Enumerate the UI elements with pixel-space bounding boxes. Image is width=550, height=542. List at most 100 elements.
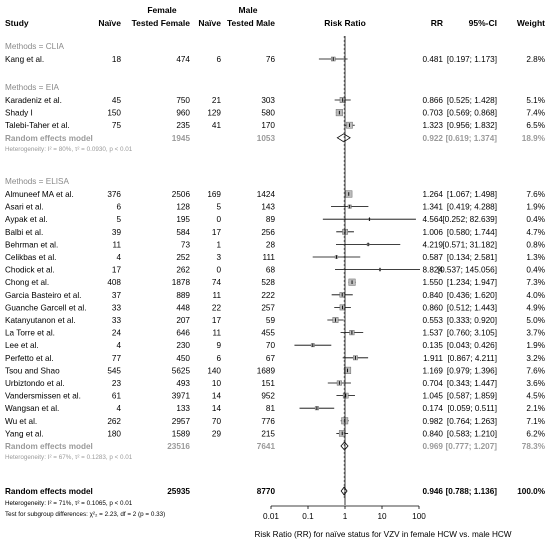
weight-value: 0.4%	[526, 266, 545, 275]
ci-value: [0.867; 4.211]	[448, 354, 497, 363]
weight-value: 4.7%	[526, 228, 545, 237]
naive-female-value: 11	[113, 240, 122, 249]
naive-male-value: 169	[207, 190, 221, 199]
x-axis-label: Risk Ratio (RR) for naïve status for VZV…	[254, 530, 511, 539]
naive-female-value: 4	[116, 404, 121, 413]
naive-male-value: 17	[212, 228, 222, 237]
ci-value: [0.580; 1.744]	[447, 228, 497, 237]
ci-value: [0.525; 1.428]	[447, 96, 497, 105]
weight-value: 2.8%	[526, 55, 545, 64]
tested-female-value: 889	[176, 291, 190, 300]
ci-value: [0.252; 82.639]	[442, 215, 497, 224]
study-name: Behrman et al.	[5, 240, 58, 249]
ci-value: [0.512; 1.443]	[447, 303, 497, 312]
study-name: La Torre et al.	[5, 329, 55, 338]
x-tick-label: 1	[343, 512, 348, 521]
weight-value: 7.1%	[526, 417, 545, 426]
x-tick-label: 100	[412, 512, 426, 521]
tested-male-value: 256	[261, 228, 275, 237]
tested-male-value: 257	[261, 303, 275, 312]
tested-male-value: 143	[261, 203, 275, 212]
ci-value: [0.333; 0.920]	[447, 316, 497, 325]
rr-value: 1.006	[423, 228, 444, 237]
naive-male-value: 11	[213, 291, 222, 300]
summary-rr: 0.969	[423, 442, 444, 451]
rr-value: 1.045	[423, 392, 444, 401]
weight-value: 0.8%	[526, 240, 545, 249]
naive-female-header: Naïve	[98, 18, 121, 28]
naive-female-value: 408	[107, 278, 121, 287]
tested-male-value: 776	[261, 417, 275, 426]
rr-value: 1.323	[423, 121, 444, 130]
tested-female-value: 133	[176, 404, 190, 413]
naive-male-value: 3	[216, 253, 221, 262]
ci-header: 95%-CI	[469, 18, 497, 28]
tested-male-value: 28	[266, 240, 276, 249]
weight-value: 3.7%	[526, 329, 545, 338]
tested-female-value: 493	[176, 379, 190, 388]
rr-value: 0.135	[423, 341, 444, 350]
study-name: Garcia Basteiro et al.	[5, 291, 81, 300]
naive-female-value: 18	[112, 55, 122, 64]
naive-male-value: 0	[216, 266, 221, 275]
summary-diamond	[340, 486, 348, 496]
naive-female-value: 33	[112, 303, 122, 312]
ci-value: [0.043; 0.426]	[447, 341, 497, 350]
tested-male-value: 59	[266, 316, 276, 325]
tested-female-value: 230	[176, 341, 190, 350]
study-name: Guanche Garcell et al.	[5, 303, 86, 312]
naive-male-value: 6	[216, 354, 221, 363]
naive-female-value: 61	[112, 392, 122, 401]
naive-male-value: 29	[212, 429, 222, 438]
naive-male-value: 5	[216, 203, 221, 212]
tested-female-value: 646	[176, 329, 190, 338]
rr-value: 0.587	[423, 253, 444, 262]
naive-female-value: 45	[112, 96, 122, 105]
tested-male-value: 67	[266, 354, 276, 363]
subgroup-summary-label: Random effects model	[5, 134, 93, 143]
tested-female-value: 235	[176, 121, 190, 130]
naive-male-value: 22	[212, 303, 222, 312]
tested-male-value: 89	[266, 215, 276, 224]
naive-female-value: 39	[112, 228, 122, 237]
tested-male-value: 303	[261, 96, 275, 105]
tested-male-value: 1424	[257, 190, 276, 199]
naive-female-value: 180	[107, 429, 121, 438]
subgroup-heterogeneity: Heterogeneity: I² = 80%, τ² = 0.0930, p …	[5, 146, 133, 153]
ci-value: [0.764; 1.263]	[447, 417, 497, 426]
ci-value: [1.234; 1.947]	[447, 278, 497, 287]
weight-value: 7.6%	[526, 366, 545, 375]
naive-male-value: 14	[212, 392, 222, 401]
x-axis: 0.01 0.1 1 10 100	[263, 505, 426, 521]
study-name: Katanyutanon et al.	[5, 316, 76, 325]
naive-male-value: 129	[207, 109, 221, 118]
weight-value: 3.6%	[526, 379, 545, 388]
tested-male-value: 1689	[257, 366, 276, 375]
ci-value: [0.587; 1.859]	[447, 392, 497, 401]
rr-value: 0.840	[423, 291, 444, 300]
ci-value: [0.134; 2.581]	[447, 253, 497, 262]
study-name: Karadeniz et al.	[5, 96, 62, 105]
rr-value: 1.550	[423, 278, 444, 287]
tested-male-value: 222	[261, 291, 275, 300]
tested-female-value: 195	[176, 215, 190, 224]
male-group-header: Male	[239, 5, 258, 15]
subgroup-label: Methods = EIA	[5, 83, 59, 92]
summary-tested-male: 1053	[257, 134, 276, 143]
rr-value: 4.564	[423, 215, 444, 224]
summary-ci: [0.788; 1.136]	[446, 487, 498, 496]
study-name: Almuneef MA et al.	[5, 190, 74, 199]
naive-male-value: 0	[216, 215, 221, 224]
x-tick-label: 0.1	[302, 512, 314, 521]
rr-value: 0.840	[423, 429, 444, 438]
study-name: Yang et al.	[5, 429, 44, 438]
summary-rr: 0.922	[423, 134, 444, 143]
tested-female-value: 750	[176, 96, 190, 105]
tested-female-value: 1589	[172, 429, 191, 438]
summary-weight: 18.9%	[522, 134, 546, 143]
study-name: Tsou and Shao	[5, 366, 60, 375]
tested-female-value: 448	[176, 303, 190, 312]
rr-value: 4.219	[423, 240, 444, 249]
naive-male-value: 21	[212, 96, 222, 105]
summary-diamond	[340, 441, 349, 451]
